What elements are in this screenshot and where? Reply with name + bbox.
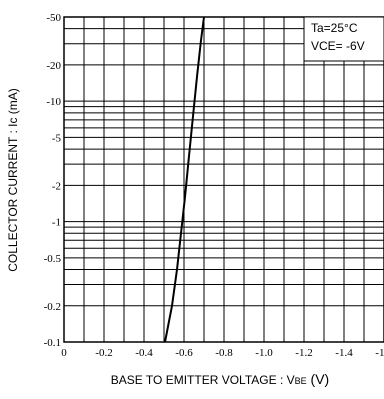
y-tick-label: -10 bbox=[46, 96, 61, 108]
plot-frame bbox=[63, 16, 384, 343]
x-tick-label: 0 bbox=[61, 347, 67, 359]
x-tick-label: -0.2 bbox=[95, 347, 112, 359]
x-axis-label: BASE TO EMITTER VOLTAGE : VBE (V) bbox=[111, 371, 329, 387]
legend-layer: Ta=25°C VCE= -6V bbox=[303, 16, 384, 62]
y-tick-label: -0.1 bbox=[44, 337, 61, 349]
x-tick-label: -0.8 bbox=[215, 347, 233, 359]
y-tick-label: -2 bbox=[52, 180, 61, 192]
y-tick-label: -0.2 bbox=[44, 301, 61, 313]
y-tick-label: -20 bbox=[46, 60, 61, 72]
y-tick-label: -0.5 bbox=[44, 253, 62, 265]
y-axis-label: COLLECTOR CURRENT : Ic (mA) bbox=[6, 88, 20, 272]
x-axis-label-main: BASE TO EMITTER VOLTAGE : V bbox=[111, 373, 295, 387]
x-tick-label: -0.4 bbox=[135, 347, 153, 359]
tick-layer: -50 -20 -10 -5 -2 -1 -0.5 -0.2 -0.10 -0.2 -0.4 -0.6… bbox=[44, 12, 384, 359]
x-tick-label: -1.6 bbox=[375, 347, 384, 359]
y-tick-label: -1 bbox=[52, 217, 61, 229]
x-axis-label-unit: (V) bbox=[307, 371, 330, 387]
conditions-box bbox=[303, 16, 384, 62]
x-axis-label-subscript: BE bbox=[295, 376, 307, 386]
grid-layer bbox=[63, 16, 384, 343]
condition-label: Ta=25°C bbox=[311, 21, 358, 35]
curve-layer bbox=[164, 16, 205, 343]
x-tick-label: -1.2 bbox=[295, 347, 312, 359]
x-tick-label: -1.0 bbox=[255, 347, 273, 359]
frame-layer bbox=[63, 16, 384, 343]
x-tick-label: -1.4 bbox=[335, 347, 353, 359]
x-tick-label: -0.6 bbox=[175, 347, 193, 359]
y-tick-label: -5 bbox=[52, 132, 62, 144]
data-curve bbox=[164, 16, 205, 343]
condition-label: VCE= -6V bbox=[311, 39, 365, 53]
y-tick-label: -50 bbox=[46, 12, 61, 24]
